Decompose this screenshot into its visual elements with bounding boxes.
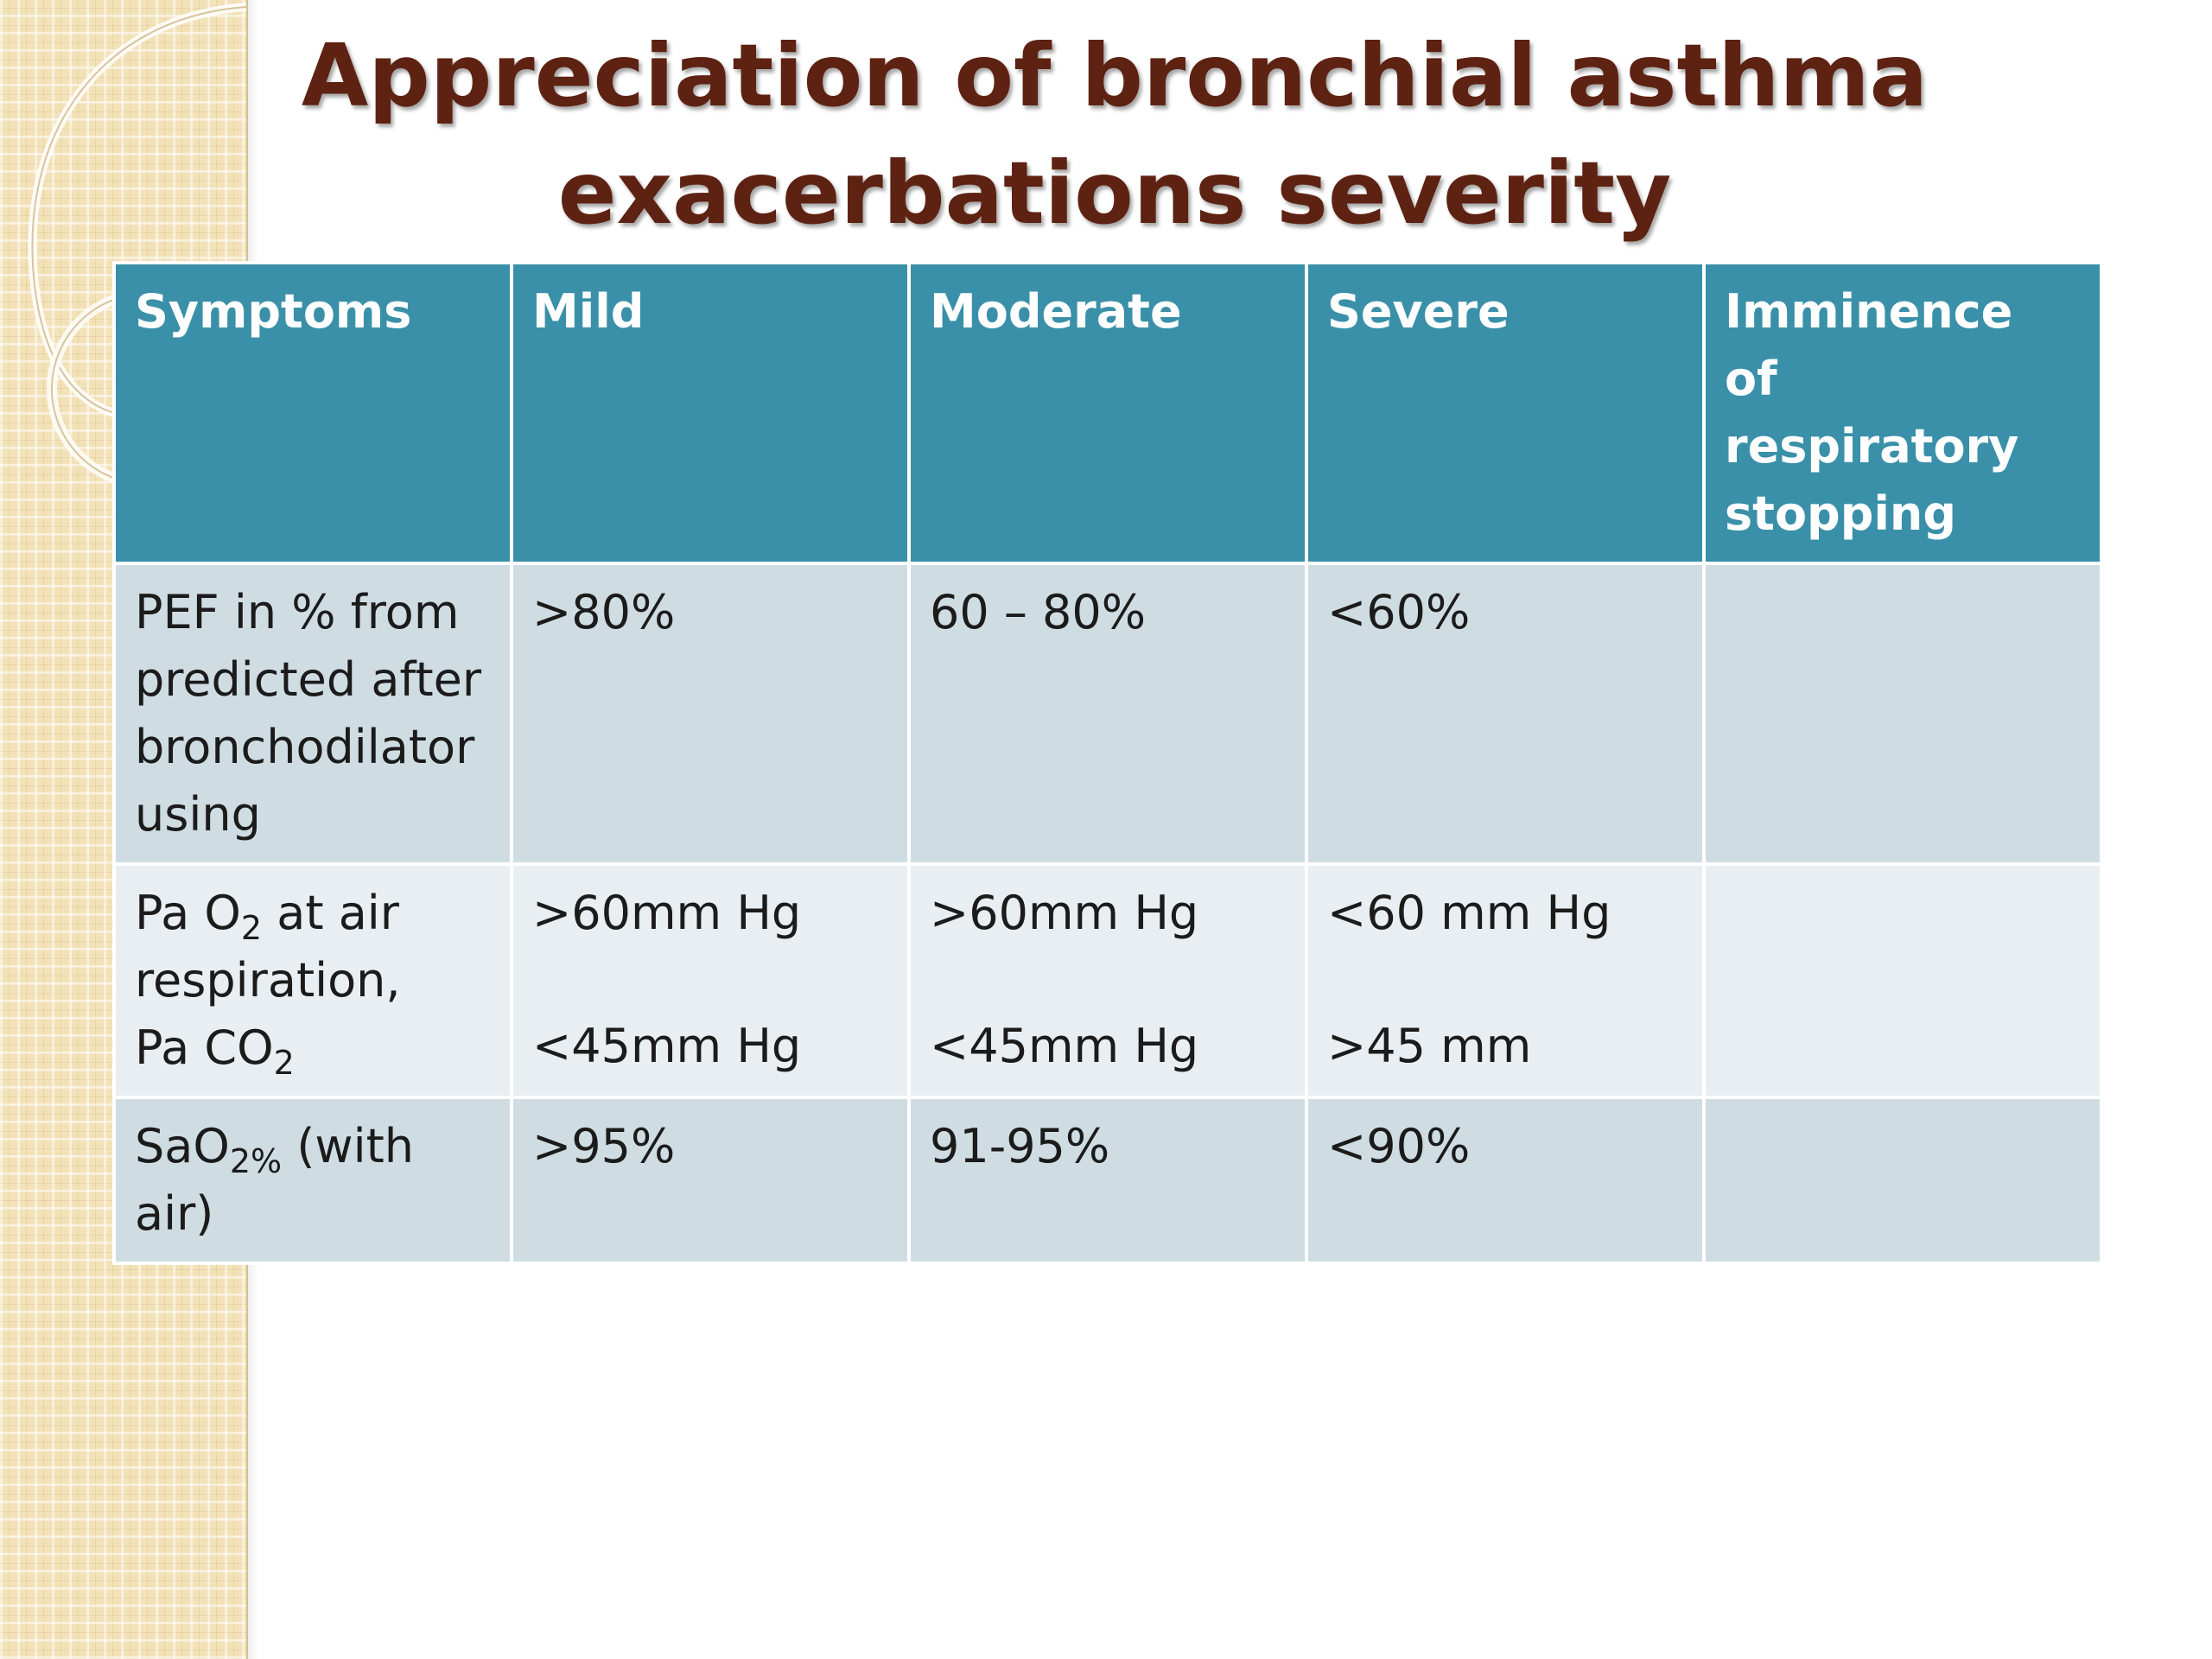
slide-title: Appreciation of bronchial asthma exacerb… — [294, 17, 1936, 252]
table-row-pef: PEF in % from predicted after bronchodil… — [112, 562, 2103, 866]
cell-symptom-blood-gases: Pa O2 at air respiration, Pa CO2 — [112, 862, 513, 1099]
table-header-row: Symptoms Mild Moderate Severe Imminence … — [112, 261, 2103, 565]
header-moderate: Moderate — [907, 261, 1308, 565]
pao2-suffix: at air respiration, — [135, 886, 401, 1007]
severe-paco2-value: >45 mm — [1327, 1019, 1532, 1073]
mild-pao2-value: >60mm Hg — [532, 886, 802, 940]
sao2-prefix: SaO — [135, 1119, 230, 1173]
header-mild: Mild — [510, 261, 911, 565]
cell-severe-sao2: <90% — [1305, 1096, 1706, 1265]
sao2-subscript: 2% — [229, 1141, 283, 1180]
cell-mild-sao2: >95% — [510, 1096, 911, 1265]
paco2-subscript: 2 — [273, 1043, 295, 1082]
header-severe: Severe — [1305, 261, 1706, 565]
severe-pao2-value: <60 mm Hg — [1327, 886, 1611, 940]
header-imminence: Imminence of respiratory stopping — [1702, 261, 2103, 565]
cell-moderate-blood-gases: >60mm Hg <45mm Hg — [907, 862, 1308, 1099]
cell-severe-blood-gases: <60 mm Hg >45 mm — [1305, 862, 1706, 1099]
cell-severe-pef: <60% — [1305, 562, 1706, 866]
cell-symptom-pef: PEF in % from predicted after bronchodil… — [112, 562, 513, 866]
cell-mild-pef: >80% — [510, 562, 911, 866]
moderate-paco2-value: <45mm Hg — [930, 1019, 1199, 1073]
cell-mild-blood-gases: >60mm Hg <45mm Hg — [510, 862, 911, 1099]
table-row-blood-gases: Pa O2 at air respiration, Pa CO2 >60mm H… — [112, 862, 2103, 1099]
cell-imminence-sao2 — [1702, 1096, 2103, 1265]
slide-title-line-2: exacerbations severity — [557, 143, 1672, 244]
cell-moderate-pef: 60 – 80% — [907, 562, 1308, 866]
slide-title-line-1: Appreciation of bronchial asthma — [301, 25, 1929, 126]
severity-table: Symptoms Mild Moderate Severe Imminence … — [112, 261, 2103, 1265]
cell-moderate-sao2: 91-95% — [907, 1096, 1308, 1265]
mild-paco2-value: <45mm Hg — [532, 1019, 802, 1073]
moderate-pao2-value: >60mm Hg — [930, 886, 1199, 940]
cell-symptom-sao2: SaO2% (with air) — [112, 1096, 513, 1265]
header-symptoms: Symptoms — [112, 261, 513, 565]
table-row-sao2: SaO2% (with air) >95% 91-95% <90% — [112, 1096, 2103, 1265]
sao2-suffix: (with air) — [135, 1119, 414, 1241]
pao2-subscript: 2 — [240, 908, 263, 947]
cell-imminence-blood-gases — [1702, 862, 2103, 1099]
pao2-prefix: Pa O — [135, 886, 241, 940]
paco2-prefix: Pa CO — [135, 1020, 274, 1075]
cell-imminence-pef — [1702, 562, 2103, 866]
